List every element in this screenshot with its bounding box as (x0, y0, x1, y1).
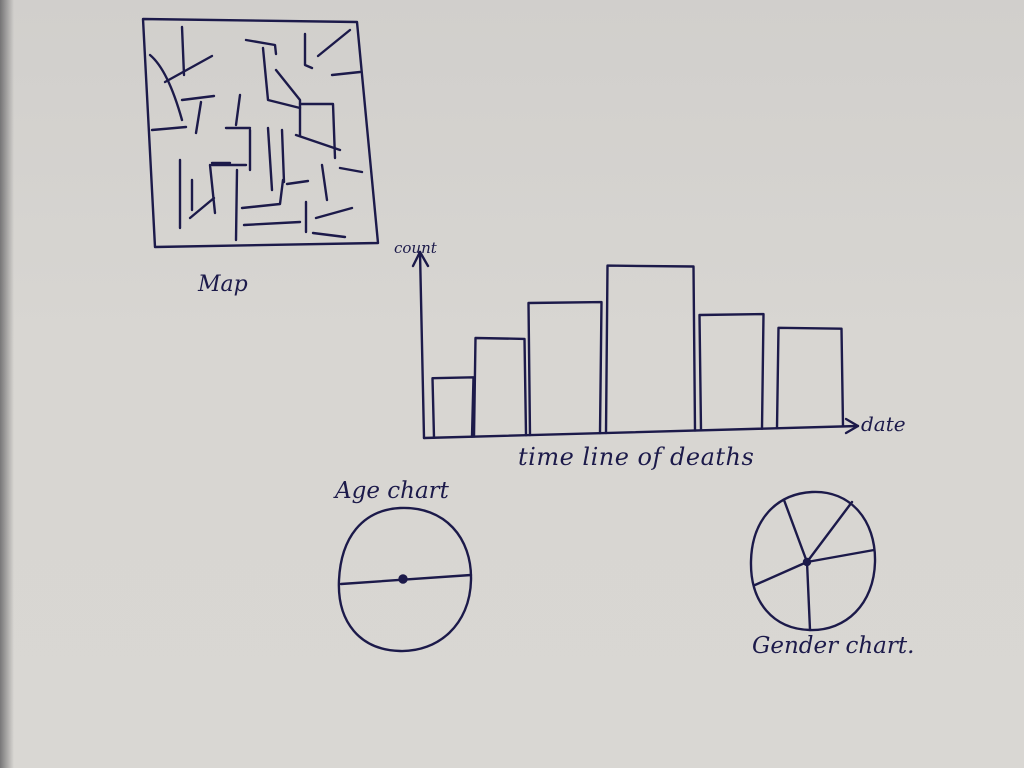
timeline-bar-3 (527, 300, 603, 437)
paper-edge-shadow (0, 0, 14, 768)
timeline-bar-5 (698, 312, 765, 432)
gender-chart-title: Gender chart. (752, 633, 915, 659)
gender-slice-line-3 (805, 548, 876, 564)
map-label: Map (198, 272, 248, 297)
age-chart-center (398, 574, 408, 584)
timeline-bar-1 (431, 376, 475, 439)
x-axis (422, 424, 860, 440)
gender-slice-line-1 (782, 498, 809, 564)
map-streets (148, 25, 364, 242)
timeline-bar-4 (604, 264, 697, 435)
gender-slice-line-2 (805, 500, 854, 564)
age-chart-circle (337, 506, 473, 653)
y-axis-arrowhead (411, 250, 430, 268)
gender-chart-pie (749, 490, 877, 632)
x-axis-arrowhead (844, 417, 860, 435)
timeline-bars (431, 264, 845, 439)
gender-chart-center (802, 557, 812, 567)
gender-slice-line-4 (805, 560, 812, 632)
timeline-bar-6 (775, 326, 845, 430)
y-axis (418, 250, 426, 440)
gender-slice-line-5 (753, 560, 809, 587)
map-border (141, 17, 380, 249)
age-chart-pie (337, 506, 473, 653)
map-sketch (141, 17, 380, 249)
age-chart-title: Age chart (335, 478, 449, 504)
timeline-bar-2 (472, 336, 528, 438)
timeline-title: time line of deaths (518, 443, 755, 471)
timeline-axes (411, 250, 860, 440)
y-axis-label: count (394, 239, 437, 257)
x-axis-label: date (861, 412, 906, 436)
